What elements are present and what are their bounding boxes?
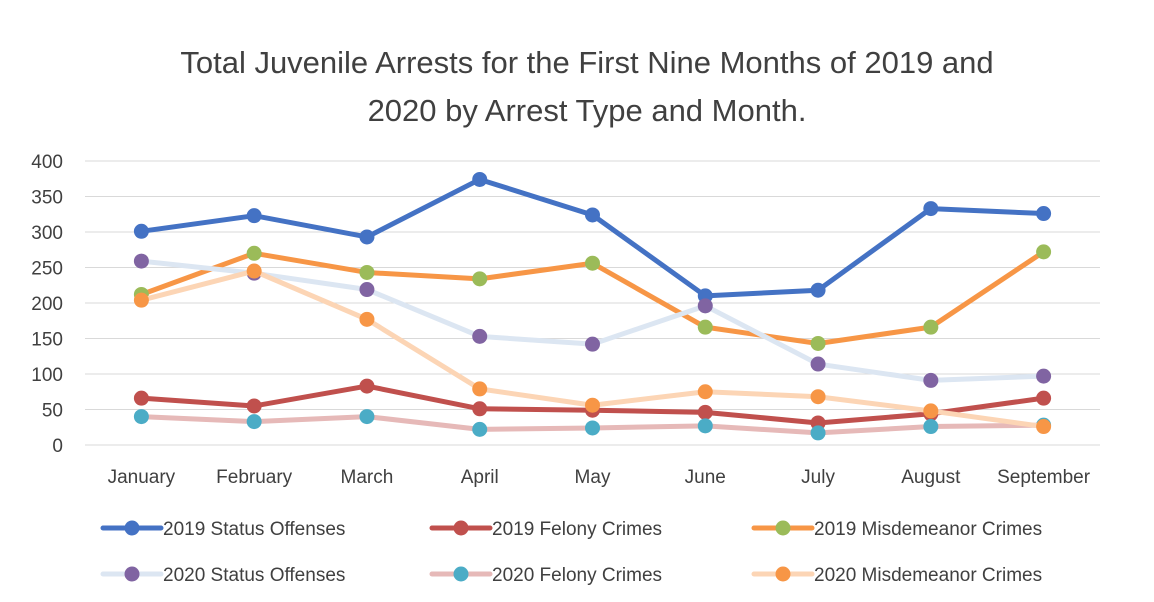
data-point-2020-felony-crimes-may xyxy=(585,420,600,436)
x-tick-label-september: September xyxy=(997,467,1091,488)
data-point-2020-felony-crimes-april xyxy=(472,421,488,437)
legend-item-2019-felony-crimes: 2019 Felony Crimes xyxy=(429,519,662,540)
data-point-2019-status-offenses-april xyxy=(472,171,488,187)
data-point-2019-misdemeanor-crimes-july xyxy=(810,335,826,351)
data-point-2020-status-offenses-may xyxy=(585,336,600,352)
legend-label: 2020 Felony Crimes xyxy=(492,565,662,586)
chart-title-line-2: 2020 by Arrest Type and Month. xyxy=(368,93,807,128)
data-point-2020-misdemeanor-crimes-july xyxy=(810,389,826,405)
legend-label: 2019 Felony Crimes xyxy=(492,519,662,540)
data-point-2019-felony-crimes-january xyxy=(133,390,149,406)
data-point-2020-felony-crimes-august xyxy=(923,419,939,435)
y-tick-label: 250 xyxy=(31,259,63,280)
legend-label: 2020 Status Offenses xyxy=(163,565,345,586)
series-2020-misdemeanor-crimes xyxy=(133,263,1052,435)
x-tick-label-may: May xyxy=(575,467,611,488)
data-point-2020-misdemeanor-crimes-february xyxy=(246,263,262,279)
data-point-2019-status-offenses-march xyxy=(359,229,375,245)
data-point-2019-status-offenses-february xyxy=(246,208,262,224)
data-point-2019-misdemeanor-crimes-april xyxy=(472,271,488,287)
data-point-2020-misdemeanor-crimes-august xyxy=(923,403,939,419)
data-point-2020-misdemeanor-crimes-january xyxy=(133,292,149,308)
data-point-2019-misdemeanor-crimes-march xyxy=(359,264,375,280)
legend: 2019 Status Offenses 2019 Felony Crimes 20… xyxy=(100,519,1042,586)
x-tick-label-july: July xyxy=(801,467,835,488)
data-point-2020-status-offenses-september xyxy=(1036,368,1052,384)
series-2020-felony-crimes xyxy=(133,409,1052,441)
legend-item-2019-status-offenses: 2019 Status Offenses xyxy=(100,519,345,540)
legend-item-2020-status-offenses: 2020 Status Offenses xyxy=(100,565,345,586)
data-point-2020-felony-crimes-june xyxy=(697,418,713,434)
data-point-2020-status-offenses-june xyxy=(697,298,713,314)
data-point-2020-felony-crimes-january xyxy=(133,409,149,425)
legend-swatch-marker xyxy=(124,566,140,582)
y-tick-label: 400 xyxy=(31,152,63,173)
data-point-2020-status-offenses-april xyxy=(472,328,488,344)
x-axis-tick-labels: January February March April May June July Augu… xyxy=(108,467,1091,488)
y-tick-label: 150 xyxy=(31,330,63,351)
x-tick-label-february: February xyxy=(216,467,293,488)
legend-swatch-marker xyxy=(453,520,469,536)
data-point-2020-status-offenses-march xyxy=(359,282,375,298)
data-point-2020-status-offenses-august xyxy=(923,372,939,388)
y-tick-label: 350 xyxy=(31,188,63,209)
y-axis-tick-labels: 0 50 100 150 200 250 300 350 400 xyxy=(31,152,63,457)
x-tick-label-june: June xyxy=(685,467,726,488)
y-tick-label: 300 xyxy=(31,223,63,244)
legend-label: 2019 Status Offenses xyxy=(163,519,345,540)
data-point-2020-misdemeanor-crimes-september xyxy=(1036,419,1052,435)
data-point-2019-felony-crimes-june xyxy=(697,404,713,420)
legend-swatch-marker xyxy=(775,520,791,536)
legend-item-2019-misdemeanor-crimes: 2019 Misdemeanor Crimes xyxy=(751,519,1042,540)
data-point-2019-status-offenses-august xyxy=(923,201,939,217)
data-point-2019-status-offenses-september xyxy=(1036,206,1052,222)
legend-label: 2019 Misdemeanor Crimes xyxy=(814,519,1042,540)
data-point-2020-misdemeanor-crimes-may xyxy=(585,397,600,413)
data-point-2020-felony-crimes-february xyxy=(246,414,262,430)
x-tick-label-august: August xyxy=(901,467,961,488)
data-point-2019-misdemeanor-crimes-august xyxy=(923,319,939,335)
data-point-2019-misdemeanor-crimes-february xyxy=(246,245,262,261)
data-point-2019-status-offenses-may xyxy=(585,207,600,223)
data-point-2020-misdemeanor-crimes-april xyxy=(472,381,488,397)
legend-item-2020-felony-crimes: 2020 Felony Crimes xyxy=(429,565,662,586)
data-point-2019-status-offenses-january xyxy=(133,223,149,239)
data-point-2020-felony-crimes-july xyxy=(810,425,826,441)
data-point-2020-felony-crimes-march xyxy=(359,409,375,425)
x-tick-label-march: March xyxy=(341,467,394,488)
y-tick-label: 200 xyxy=(31,294,63,315)
data-point-2019-felony-crimes-april xyxy=(472,401,488,417)
legend-swatch-marker xyxy=(124,520,140,536)
data-point-2019-misdemeanor-crimes-may xyxy=(585,255,600,271)
legend-swatch-marker xyxy=(453,566,469,582)
data-point-2020-misdemeanor-crimes-june xyxy=(697,384,713,400)
data-series xyxy=(133,171,1052,441)
x-tick-label-january: January xyxy=(108,467,176,488)
legend-label: 2020 Misdemeanor Crimes xyxy=(814,565,1042,586)
data-point-2020-status-offenses-january xyxy=(133,253,149,269)
series-2019-status-offenses xyxy=(133,171,1052,304)
y-tick-label: 0 xyxy=(52,436,63,457)
data-point-2019-misdemeanor-crimes-september xyxy=(1036,244,1052,260)
data-point-2020-misdemeanor-crimes-march xyxy=(359,311,375,327)
series-2019-misdemeanor-crimes xyxy=(133,244,1052,351)
legend-swatch-marker xyxy=(775,566,791,582)
data-point-2019-felony-crimes-september xyxy=(1036,390,1052,406)
y-tick-label: 50 xyxy=(42,401,63,422)
data-point-2019-felony-crimes-february xyxy=(246,398,262,414)
chart-title-line-1: Total Juvenile Arrests for the First Nin… xyxy=(180,45,993,80)
data-point-2019-felony-crimes-march xyxy=(359,378,375,394)
y-tick-label: 100 xyxy=(31,365,63,386)
data-point-2019-status-offenses-july xyxy=(810,282,826,298)
data-point-2019-misdemeanor-crimes-june xyxy=(697,319,713,335)
legend-item-2020-misdemeanor-crimes: 2020 Misdemeanor Crimes xyxy=(751,565,1042,586)
x-tick-label-april: April xyxy=(461,467,499,488)
data-point-2020-status-offenses-july xyxy=(810,356,826,372)
